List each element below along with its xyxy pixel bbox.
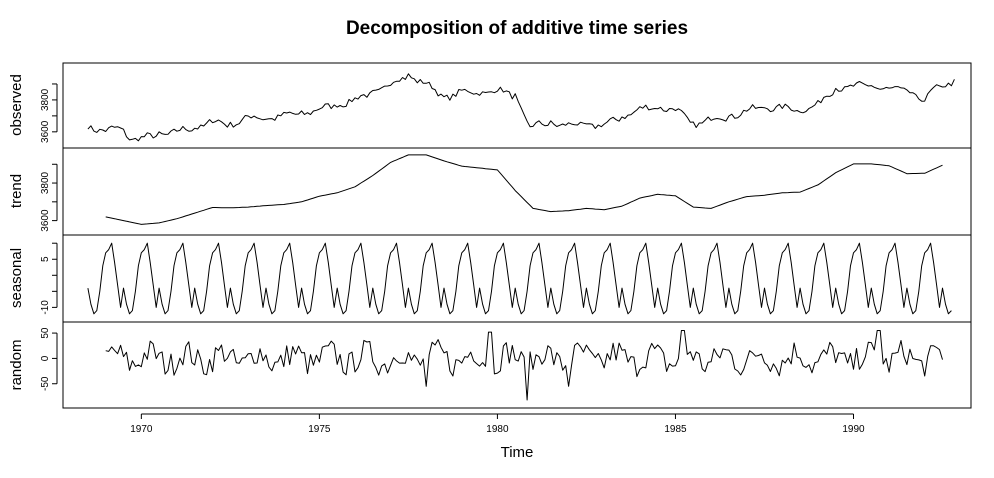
y-tick-label: 3600 <box>40 120 51 143</box>
panel-trend: 3600 3800 trend <box>8 147 972 236</box>
x-axis: 1970 1975 1980 1985 1990 <box>130 413 865 435</box>
y-tick-label: 3600 <box>40 209 51 232</box>
panel-random-frame <box>62 321 972 409</box>
y-tick-label: 50 <box>40 327 51 339</box>
x-tick-label: 1985 <box>664 424 687 435</box>
y-tick-label: 3800 <box>40 88 51 111</box>
y-tick-label: -50 <box>40 376 51 391</box>
y-tick-label: -10 <box>40 300 51 315</box>
panel-observed-y-axis: 3600 3800 <box>40 83 58 143</box>
ylabel-random: random <box>8 340 25 391</box>
panel-random-y-axis: -50 0 50 <box>40 327 58 391</box>
observed-line <box>87 73 955 142</box>
x-tick-label: 1990 <box>842 424 865 435</box>
panel-observed-frame <box>62 62 972 149</box>
panel-seasonal-y-axis: -10 5 <box>40 242 58 315</box>
ylabel-observed: observed <box>8 74 25 136</box>
x-tick-label: 1980 <box>486 424 509 435</box>
ylabel-trend: trend <box>8 174 25 208</box>
y-tick-label: 0 <box>40 355 51 361</box>
ylabel-seasonal: seasonal <box>8 248 25 308</box>
random-line <box>105 330 943 401</box>
panel-seasonal: -10 5 seasonal <box>8 234 972 323</box>
chart-title: Decomposition of additive time series <box>346 18 688 39</box>
x-tick-label: 1970 <box>130 424 153 435</box>
y-tick-label: 3800 <box>40 171 51 194</box>
x-axis-label: Time <box>501 444 534 461</box>
panel-random: -50 0 50 random <box>8 321 972 409</box>
panel-observed: 3600 3800 observed <box>8 62 972 149</box>
panel-trend-frame <box>62 147 972 236</box>
x-tick-label: 1975 <box>308 424 331 435</box>
seasonal-line <box>87 242 952 315</box>
trend-line <box>105 154 943 225</box>
panel-trend-y-axis: 3600 3800 <box>40 163 58 232</box>
y-tick-label: 5 <box>40 256 51 262</box>
